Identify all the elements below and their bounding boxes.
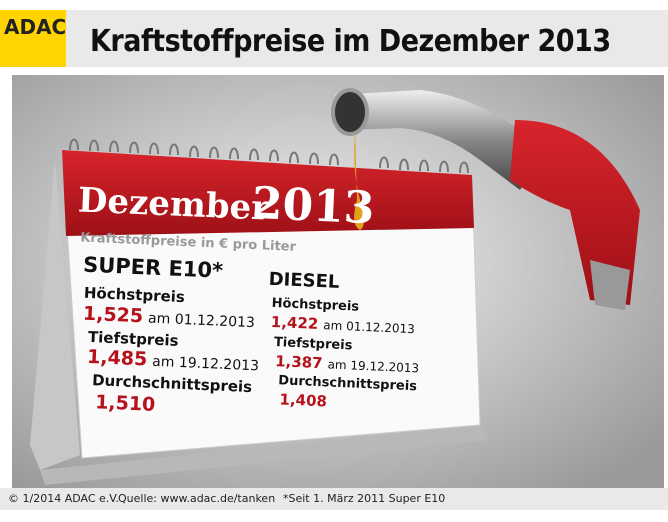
copyright: © 1/2014 ADAC e.V. — [8, 492, 119, 505]
date: am 19.12.2013 — [327, 357, 420, 376]
footnote-mark: * — [211, 258, 224, 283]
price: 1,408 — [279, 390, 328, 411]
footnote: *Seit 1. März 2011 Super E10 — [283, 492, 446, 505]
price: 1,485 — [86, 345, 148, 371]
date: am 01.12.2013 — [147, 310, 256, 332]
title: Kraftstoffpreise im Dezember 2013 — [90, 24, 611, 59]
calendar-year: 2013 — [250, 177, 376, 235]
price: 1,525 — [82, 302, 144, 328]
date: am 01.12.2013 — [323, 318, 416, 337]
logo: ADAC — [4, 15, 67, 39]
date: am 19.12.2013 — [151, 353, 260, 375]
price: 1,422 — [270, 312, 319, 333]
source: Quelle: www.adac.de/tanken — [118, 492, 276, 505]
price: 1,510 — [94, 391, 156, 416]
calendar-month: Dezember — [77, 180, 271, 229]
diesel-name: DIESEL — [268, 268, 340, 293]
price: 1,387 — [274, 352, 323, 373]
